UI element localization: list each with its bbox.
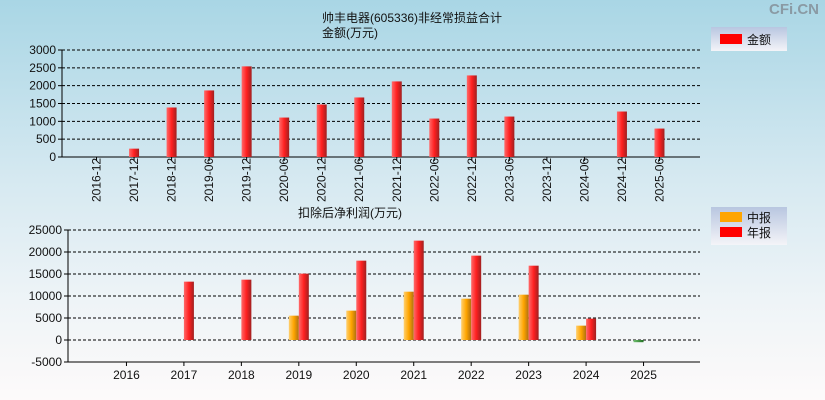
- x-tick-label: 2017: [171, 368, 198, 382]
- x-tick-label: 2024: [573, 368, 600, 382]
- y-tick-label: 1000: [29, 114, 56, 128]
- chart1-ylabel: 金额(万元): [322, 25, 378, 40]
- x-tick-label: 2022-12: [465, 158, 479, 202]
- bar-年报-2021: [413, 240, 424, 340]
- x-tick-label: 2019-12: [240, 158, 254, 202]
- bar-2019-12: [241, 66, 252, 157]
- x-tick-label: 2024-06: [577, 158, 591, 202]
- legend-label-annual: 年报: [747, 225, 771, 240]
- x-tick-label: 2023-06: [502, 158, 516, 202]
- bar-2025-06: [654, 128, 665, 157]
- chart1-title: 帅丰电器(605336)非经常损益合计: [322, 10, 502, 25]
- x-tick-label: 2018-12: [165, 158, 179, 202]
- bar-中报-2025: [633, 340, 644, 343]
- x-tick-label: 2021: [400, 368, 427, 382]
- watermark-logo: CFi.CN: [769, 1, 819, 18]
- bar-年报-2018: [241, 279, 252, 340]
- y-tick-label: 1500: [29, 97, 56, 111]
- y-tick-label: 0: [55, 333, 62, 347]
- x-tick-label: 2024-12: [615, 158, 629, 202]
- legend-swatch-annual: [720, 227, 742, 237]
- x-tick-label: 2016-12: [90, 158, 104, 202]
- x-tick-label: 2022: [458, 368, 485, 382]
- bar-中报-2021: [403, 291, 414, 340]
- x-tick-label: 2020-06: [277, 158, 291, 202]
- bar-年报-2017: [183, 281, 194, 340]
- y-tick-label: 3000: [29, 43, 56, 57]
- bar-年报-2023: [528, 265, 539, 340]
- x-tick-label: 2016: [113, 368, 140, 382]
- bar-2020-06: [279, 117, 290, 157]
- x-tick-label: 2025: [630, 368, 657, 382]
- y-tick-label: 500: [36, 132, 56, 146]
- bar-2018-12: [166, 107, 177, 157]
- y-tick-label: 0: [49, 150, 56, 164]
- x-tick-label: 2020-12: [315, 158, 329, 202]
- bar-2024-12: [616, 111, 627, 157]
- bar-中报-2023: [518, 294, 529, 340]
- legend-1: 金额: [711, 27, 787, 51]
- x-tick-label: 2022-06: [427, 158, 441, 202]
- x-tick-label: 2023: [515, 368, 542, 382]
- bar-2022-12: [466, 75, 477, 157]
- x-tick-label: 2018: [228, 368, 255, 382]
- y-tick-label: 5000: [35, 311, 62, 325]
- legend-swatch-interim: [720, 212, 742, 222]
- legend-label-amount: 金额: [747, 32, 771, 47]
- bar-年报-2024: [586, 318, 597, 340]
- y-tick-label: 2000: [29, 79, 56, 93]
- x-tick-label: 2021-06: [352, 158, 366, 202]
- bar-2021-12: [391, 81, 402, 157]
- bar-2017-12: [129, 148, 140, 157]
- y-tick-label: -5000: [31, 355, 62, 369]
- chart2-title: 扣除后净利润(万元): [298, 205, 402, 220]
- y-tick-label: 10000: [29, 289, 63, 303]
- x-tick-label: 2019: [285, 368, 312, 382]
- bar-中报-2022: [461, 298, 472, 340]
- y-tick-label: 20000: [29, 245, 63, 259]
- y-tick-label: 15000: [29, 267, 63, 281]
- bar-年报-2022: [471, 255, 482, 340]
- bar-2021-06: [354, 97, 365, 157]
- legend-swatch-amount: [720, 34, 742, 44]
- x-tick-label: 2025-06: [652, 158, 666, 202]
- bar-年报-2019: [298, 273, 309, 340]
- x-tick-label: 2019-06: [202, 158, 216, 202]
- bar-2022-06: [429, 118, 440, 157]
- bar-中报-2020: [346, 310, 357, 340]
- bar-中报-2024: [576, 325, 587, 340]
- legend-label-interim: 中报: [747, 210, 771, 225]
- x-tick-label: 2021-12: [390, 158, 404, 202]
- bar-中报-2019: [288, 315, 299, 340]
- bar-2020-12: [316, 104, 327, 157]
- bar-2019-06: [204, 90, 215, 157]
- bar-年报-2020: [356, 260, 367, 340]
- y-tick-label: 2500: [29, 61, 56, 75]
- x-tick-label: 2020: [343, 368, 370, 382]
- x-tick-label: 2023-12: [540, 158, 554, 202]
- y-tick-label: 25000: [29, 223, 63, 237]
- x-tick-label: 2017-12: [127, 158, 141, 202]
- legend-2: 中报 年报: [711, 207, 787, 245]
- bar-2023-06: [504, 116, 515, 157]
